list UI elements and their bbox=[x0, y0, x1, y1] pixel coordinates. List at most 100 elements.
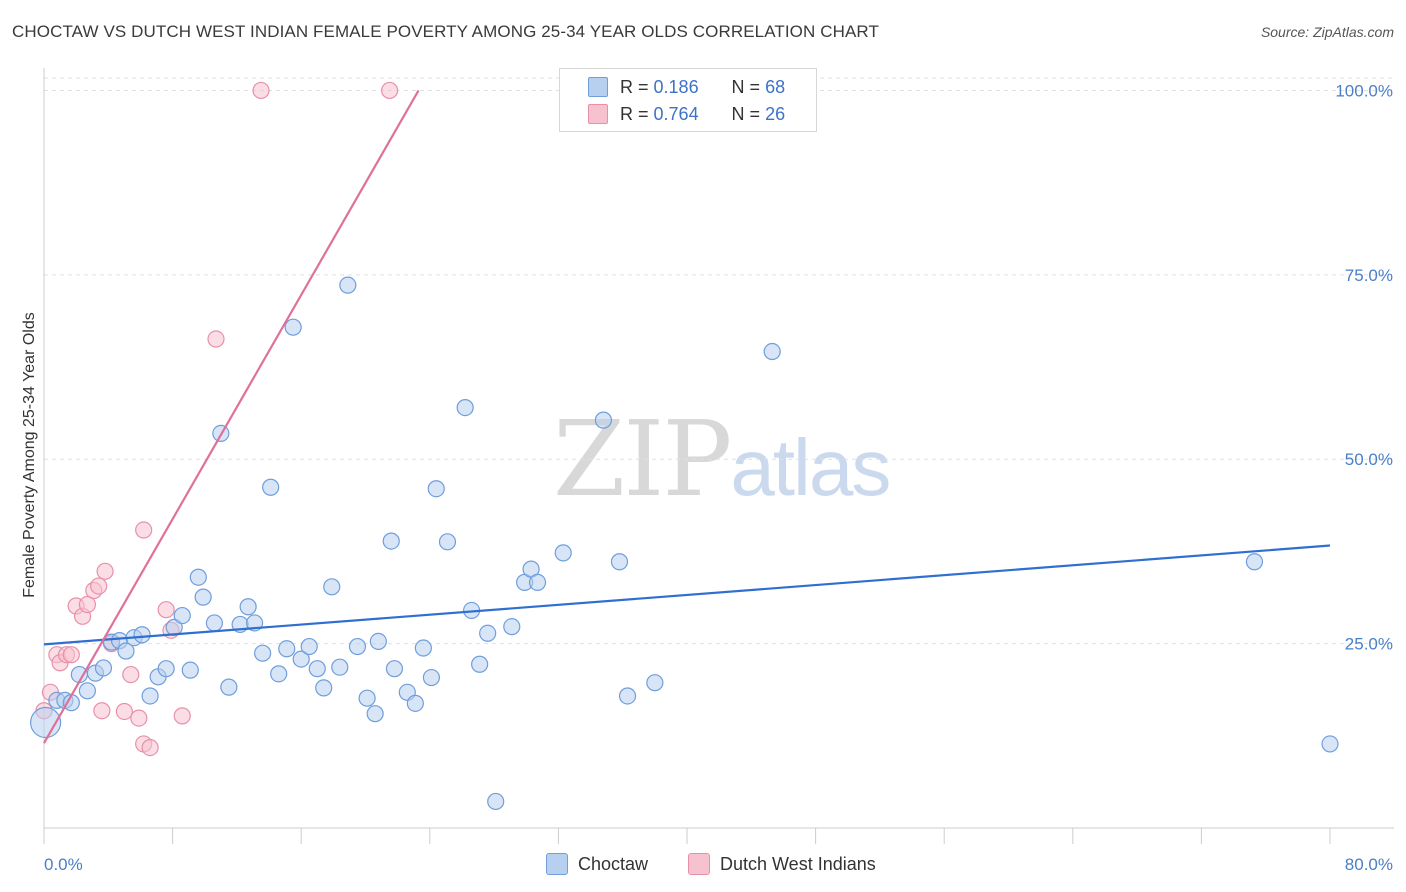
dutch-legend-swatch bbox=[688, 853, 710, 875]
choctaw-point bbox=[414, 639, 432, 657]
n-label: N = bbox=[731, 103, 761, 124]
choctaw-point bbox=[315, 679, 333, 697]
dutch-point bbox=[115, 702, 133, 721]
x-tick-label: 80.0% bbox=[1345, 855, 1393, 874]
choctaw-point bbox=[1245, 553, 1264, 571]
r-label: R = bbox=[620, 103, 649, 124]
correlation-legend: R = 0.186 N = 68 R = 0.764 N = 26 bbox=[559, 68, 817, 132]
source-label: Source: ZipAtlas.com bbox=[1260, 24, 1394, 40]
choctaw-point bbox=[173, 606, 191, 625]
choctaw-point bbox=[438, 533, 457, 551]
choctaw-point bbox=[308, 660, 326, 678]
choctaw-point bbox=[358, 689, 376, 707]
choctaw-legend-swatch bbox=[546, 853, 568, 875]
y-tick-label: 100.0% bbox=[1335, 81, 1393, 100]
choctaw-point bbox=[30, 706, 62, 739]
choctaw-point bbox=[300, 637, 318, 656]
dutch-west-indians-points bbox=[35, 81, 399, 757]
r-value: 0.186 bbox=[653, 76, 699, 97]
gridlines bbox=[44, 77, 1394, 645]
choctaw-point bbox=[528, 573, 547, 591]
choctaw-point bbox=[278, 640, 296, 658]
legend-item-choctaw: Choctaw bbox=[546, 852, 648, 876]
choctaw-point bbox=[270, 665, 288, 683]
choctaw-point bbox=[503, 618, 521, 636]
y-tick-label: 25.0% bbox=[1345, 635, 1393, 654]
dutch-point bbox=[90, 577, 108, 595]
choctaw-point bbox=[220, 678, 238, 696]
dutch-point bbox=[157, 601, 175, 619]
legend-row-choctaw: R = 0.186 N = 68 bbox=[588, 76, 785, 98]
choctaw-point bbox=[594, 411, 613, 429]
choctaw-point bbox=[189, 568, 207, 586]
choctaw-point bbox=[610, 553, 629, 571]
choctaw-point bbox=[262, 478, 280, 496]
dutch-trend-line bbox=[43, 89, 420, 744]
choctaw-point bbox=[618, 687, 637, 705]
x-tick-label: 0.0% bbox=[44, 855, 83, 874]
choctaw-trend-line bbox=[43, 544, 1331, 646]
choctaw-point bbox=[471, 655, 489, 673]
dutch-point bbox=[96, 562, 114, 580]
dutch-legend-label: Dutch West Indians bbox=[720, 853, 876, 874]
choctaw-legend-label: Choctaw bbox=[578, 853, 649, 874]
choctaw-point bbox=[181, 661, 199, 679]
choctaw-point bbox=[133, 626, 151, 644]
choctaw-point bbox=[369, 632, 387, 650]
choctaw-point bbox=[194, 588, 212, 606]
choctaw-point bbox=[646, 674, 664, 692]
dutch-point bbox=[141, 739, 159, 757]
choctaw-point bbox=[406, 694, 424, 712]
choctaw-point bbox=[141, 687, 159, 705]
dutch-point bbox=[252, 81, 270, 100]
choctaw-point bbox=[254, 644, 272, 662]
choctaw-point bbox=[456, 398, 474, 417]
choctaw-point bbox=[366, 705, 384, 723]
dutch-point bbox=[173, 707, 191, 725]
choctaw-point bbox=[323, 578, 341, 596]
dutch-point bbox=[62, 646, 80, 664]
n-value: 68 bbox=[765, 76, 786, 97]
y-tick-label: 50.0% bbox=[1345, 450, 1393, 469]
y-tick-label: 75.0% bbox=[1345, 266, 1393, 285]
choctaw-point bbox=[205, 614, 223, 632]
axes bbox=[43, 68, 1394, 844]
choctaw-point bbox=[94, 659, 113, 677]
choctaw-point bbox=[554, 544, 572, 562]
choctaw-point bbox=[479, 624, 497, 642]
n-value: 26 bbox=[765, 103, 786, 124]
watermark-atlas: atlas bbox=[730, 423, 891, 512]
dutch-point bbox=[78, 595, 97, 614]
choctaw-point bbox=[1321, 735, 1339, 753]
dutch-point bbox=[122, 665, 140, 684]
dutch-point bbox=[93, 702, 111, 720]
legend-item-dutch: Dutch West Indians bbox=[688, 852, 876, 876]
choctaw-point bbox=[78, 682, 97, 700]
dutch-swatch bbox=[588, 104, 608, 124]
choctaw-swatch bbox=[588, 77, 608, 97]
dutch-point bbox=[381, 81, 399, 100]
choctaw-point bbox=[385, 660, 404, 678]
dutch-point bbox=[130, 709, 148, 727]
choctaw-point bbox=[348, 637, 367, 656]
choctaw-point bbox=[292, 650, 310, 668]
tick-labels: 25.0% 50.0% 75.0% 100.0% 0.0% 80.0% bbox=[44, 81, 1393, 874]
choctaw-point bbox=[157, 660, 175, 678]
legend-row-dutch: R = 0.764 N = 26 bbox=[588, 103, 785, 125]
choctaw-point bbox=[117, 642, 135, 660]
chart-title: CHOCTAW VS DUTCH WEST INDIAN FEMALE POVE… bbox=[12, 22, 879, 41]
r-label: R = bbox=[620, 76, 649, 97]
choctaw-point bbox=[339, 276, 357, 294]
r-value: 0.764 bbox=[653, 103, 699, 124]
choctaw-point bbox=[284, 318, 302, 336]
choctaw-point bbox=[487, 792, 505, 811]
choctaw-point bbox=[422, 668, 441, 687]
choctaw-point bbox=[382, 532, 400, 550]
n-label: N = bbox=[731, 76, 761, 97]
choctaw-point bbox=[427, 480, 445, 498]
choctaw-point bbox=[239, 598, 257, 616]
choctaw-points bbox=[30, 276, 1339, 811]
dutch-point bbox=[135, 521, 153, 539]
choctaw-point bbox=[331, 658, 349, 676]
